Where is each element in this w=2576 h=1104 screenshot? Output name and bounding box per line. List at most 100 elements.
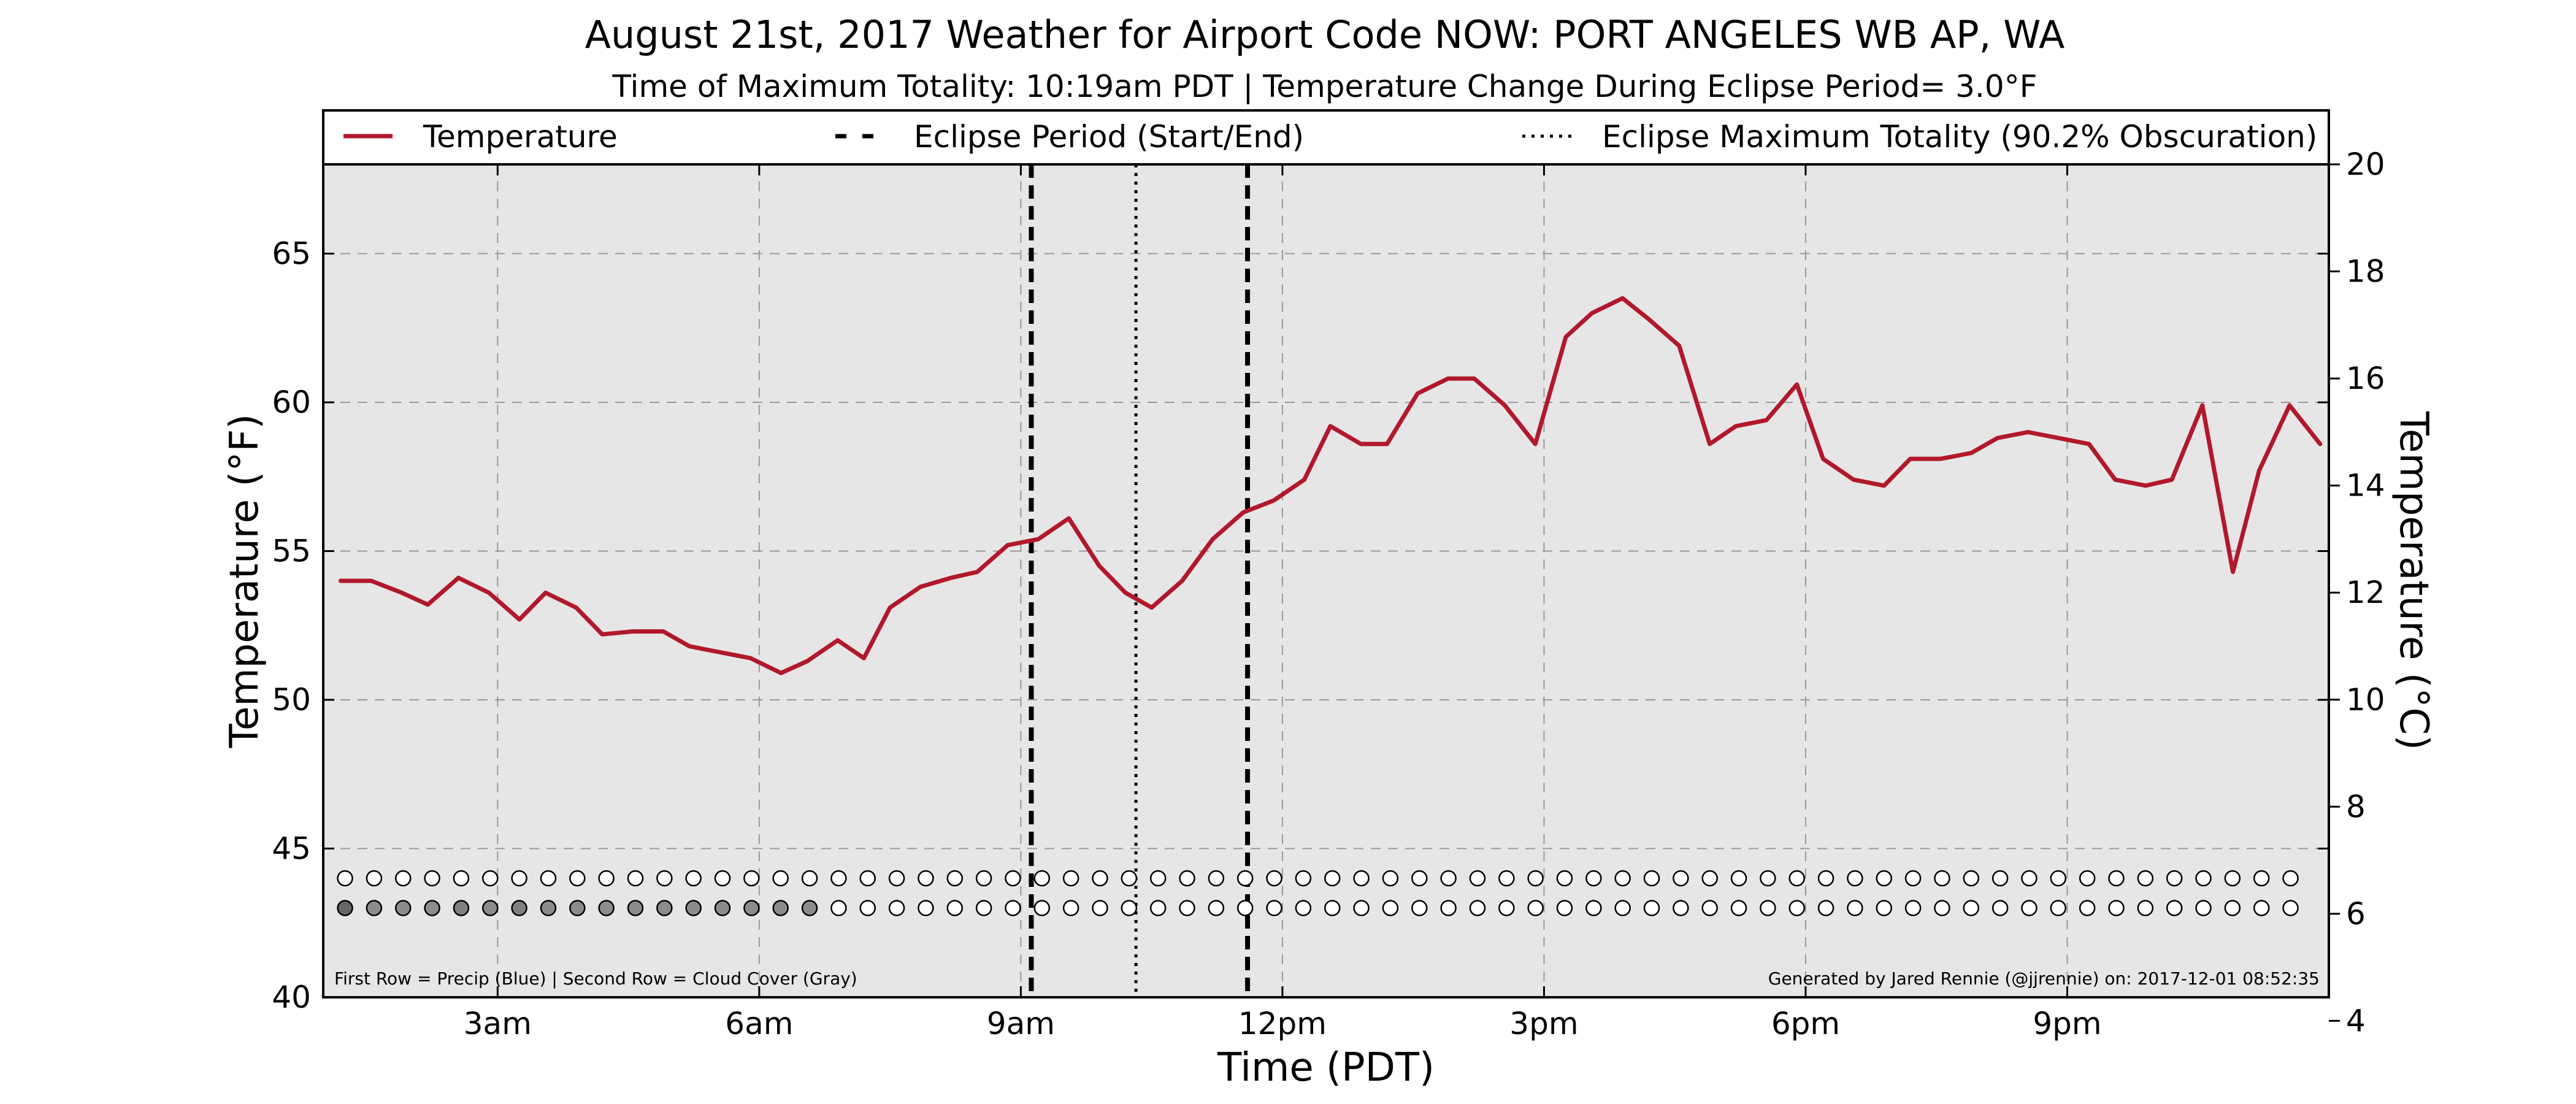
y-axis-left-label: Temperature (°F) xyxy=(222,414,267,749)
precip-dot xyxy=(975,870,992,887)
cloud-cover-dot xyxy=(2021,900,2037,916)
precip-dot xyxy=(2050,870,2067,887)
precip-dot xyxy=(801,870,818,887)
cloud-cover-dot xyxy=(685,900,702,916)
x-tick-label: 3am xyxy=(464,1006,532,1041)
cloud-cover-dot xyxy=(337,900,353,916)
cloud-cover-dot xyxy=(1847,900,1863,916)
cloud-cover-dot xyxy=(1005,900,1021,916)
cloud-cover-dot xyxy=(1788,900,1805,916)
precip-dot xyxy=(1411,870,1428,887)
cloud-cover-dot xyxy=(714,900,731,916)
cloud-cover-dot xyxy=(1963,900,1980,916)
cloud-cover-dot xyxy=(540,900,557,916)
cloud-cover-dot xyxy=(1673,900,1689,916)
precip-dot xyxy=(1236,870,1254,887)
precip-dot xyxy=(627,870,644,887)
precip-dot xyxy=(2253,870,2270,887)
precip-dot xyxy=(1353,870,1370,887)
cloud-cover-dot xyxy=(2195,900,2212,916)
precip-dot xyxy=(1817,870,1834,887)
y-right-tick-label: 18 xyxy=(2346,254,2385,289)
cloud-cover-dot xyxy=(2224,900,2241,916)
precip-dot xyxy=(2166,870,2183,887)
precip-dot xyxy=(2108,870,2125,887)
cloud-cover-dot xyxy=(801,900,818,916)
cloud-cover-dot xyxy=(2282,900,2299,916)
cloud-cover-dot xyxy=(1701,900,1718,916)
cloud-cover-dot xyxy=(1440,900,1457,916)
precip-dot xyxy=(1527,870,1544,887)
precip-dot xyxy=(2021,870,2037,887)
cloud-cover-dot xyxy=(1236,900,1254,916)
precip-dot xyxy=(1498,870,1515,887)
cloud-cover-dot xyxy=(1817,900,1834,916)
y-axis-right: 4 6 8 10 12 14 16 18 20 xyxy=(2329,147,2385,1038)
cloud-cover-dot xyxy=(1760,900,1776,916)
cloud-cover-dot xyxy=(1062,900,1079,916)
precip-dot xyxy=(1324,870,1341,887)
cloud-cover-dot xyxy=(1730,900,1747,916)
x-tick-label: 12pm xyxy=(1238,1006,1327,1041)
cloud-cover-dot xyxy=(453,900,470,916)
eclipse-markers xyxy=(1029,164,1251,997)
cloud-cover-dot xyxy=(366,900,383,916)
cloud-cover-dot xyxy=(511,900,527,916)
cloud-cover-dot xyxy=(772,900,789,916)
temperature-series xyxy=(338,296,2323,675)
grid-lines xyxy=(323,164,2329,997)
footnote-right: Generated by Jared Rennie (@jjrennie) on… xyxy=(1768,968,2320,989)
cloud-cover-dot xyxy=(482,900,499,916)
precip-dot xyxy=(1585,870,1602,887)
precip-dot xyxy=(482,870,499,887)
precip-dot xyxy=(424,870,440,887)
x-axis-label: Time (PDT) xyxy=(1217,1045,1435,1091)
cloud-cover-dot xyxy=(656,900,673,916)
y-right-tick-label: 6 xyxy=(2346,896,2366,932)
cloud-cover-dot xyxy=(2079,900,2096,916)
y-right-tick-label: 4 xyxy=(2346,1003,2366,1038)
precip-dot xyxy=(888,870,905,887)
precip-dot xyxy=(1033,870,1051,887)
x-tick-label: 6pm xyxy=(1771,1006,1840,1041)
precip-dot xyxy=(1179,870,1195,887)
precip-dot xyxy=(772,870,789,887)
cloud-cover-dot xyxy=(1208,900,1225,916)
cloud-cover-dot xyxy=(2108,900,2125,916)
cloud-cover-dot xyxy=(1092,900,1108,916)
precip-dot xyxy=(2195,870,2212,887)
y-tick-label: 60 xyxy=(272,385,311,420)
cloud-cover-dot xyxy=(743,900,760,916)
cloud-cover-dot xyxy=(1411,900,1428,916)
cloud-cover-dot xyxy=(1991,900,2009,916)
cloud-cover-dot xyxy=(1179,900,1195,916)
cloud-cover-dot xyxy=(1324,900,1341,916)
y-right-tick-label: 16 xyxy=(2346,361,2385,396)
legend-eclipse-period-label: Eclipse Period (Start/End) xyxy=(914,119,1304,155)
precip-dot xyxy=(1876,870,1893,887)
cloud-cover-dot xyxy=(888,900,905,916)
precip-dot xyxy=(1149,870,1167,887)
x-tick-label: 6am xyxy=(725,1006,793,1041)
precip-dot xyxy=(394,870,412,887)
cloud-cover-dot xyxy=(1585,900,1602,916)
cloud-cover-dot xyxy=(830,900,847,916)
precip-dot xyxy=(2224,870,2241,887)
precip-dot xyxy=(1788,870,1805,887)
y-tick-label: 65 xyxy=(272,236,311,272)
precip-dot xyxy=(337,870,353,887)
precip-dot xyxy=(1701,870,1718,887)
cloud-cover-dot xyxy=(598,900,615,916)
precip-dot xyxy=(2282,870,2299,887)
precip-dot xyxy=(1469,870,1486,887)
chart-title: August 21st, 2017 Weather for Airport Co… xyxy=(585,12,2065,57)
precip-dot xyxy=(569,870,586,887)
precip-dot xyxy=(1062,870,1079,887)
precip-dot xyxy=(1904,870,1922,887)
precip-dot xyxy=(1847,870,1863,887)
precip-cloud-dot-rows xyxy=(337,870,2299,916)
legend: Temperature Eclipse Period (Start/End) E… xyxy=(343,119,2317,155)
legend-box xyxy=(322,109,2330,166)
footnote-left: First Row = Precip (Blue) | Second Row =… xyxy=(334,968,857,989)
